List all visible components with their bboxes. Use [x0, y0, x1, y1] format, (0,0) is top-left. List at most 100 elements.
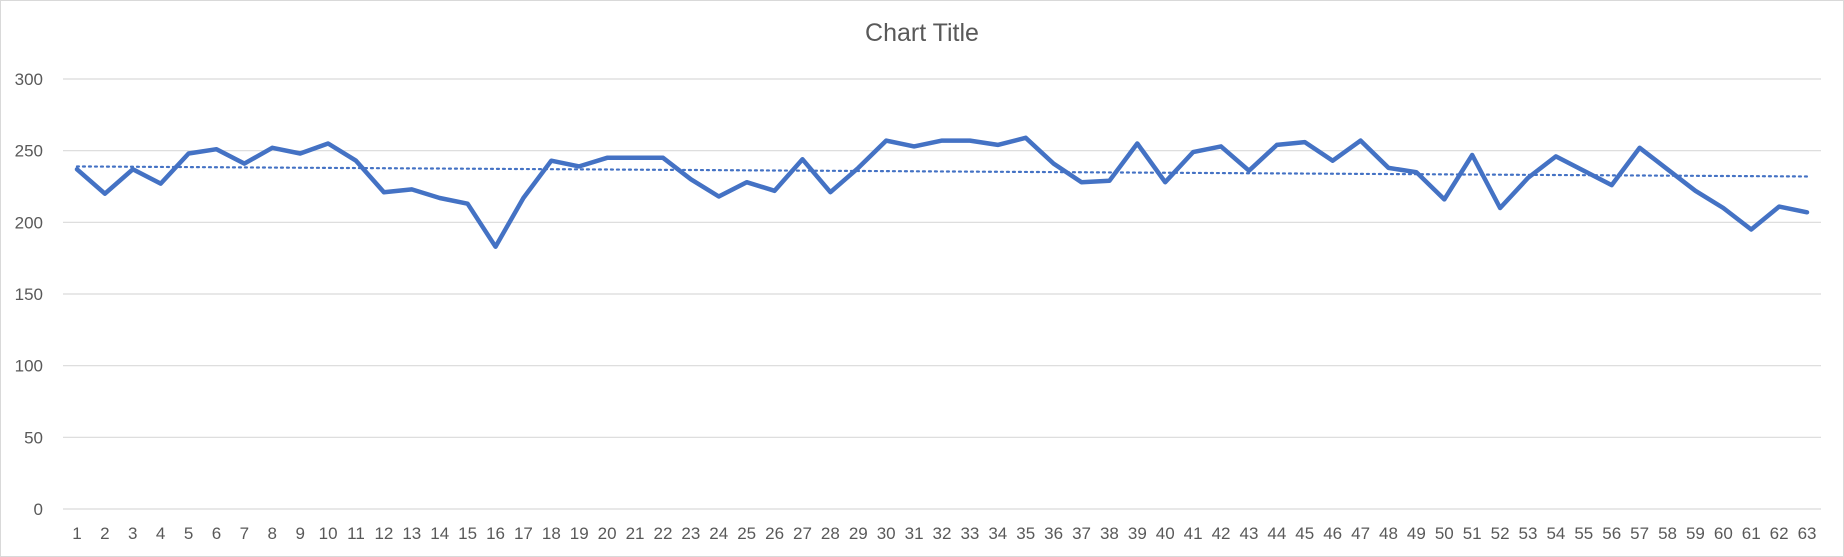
- data-point: [912, 144, 916, 148]
- x-tick-label: 44: [1267, 524, 1286, 543]
- x-tick-label: 43: [1239, 524, 1258, 543]
- x-tick-label: 50: [1435, 524, 1454, 543]
- x-tick-label: 41: [1184, 524, 1203, 543]
- data-point: [1303, 140, 1307, 144]
- data-point: [884, 139, 888, 143]
- data-point: [1191, 150, 1195, 154]
- data-point: [1219, 144, 1223, 148]
- x-tick-label: 20: [598, 524, 617, 543]
- data-point: [1721, 206, 1725, 210]
- y-tick-label: 250: [15, 142, 43, 161]
- data-point: [940, 139, 944, 143]
- x-tick-label: 13: [402, 524, 421, 543]
- x-tick-label: 18: [542, 524, 561, 543]
- x-tick-label: 27: [793, 524, 812, 543]
- x-tick-label: 57: [1630, 524, 1649, 543]
- x-tick-label: 32: [933, 524, 952, 543]
- x-tick-label: 47: [1351, 524, 1370, 543]
- x-tick-label: 3: [128, 524, 137, 543]
- x-tick-label: 49: [1407, 524, 1426, 543]
- x-tick-label: 39: [1128, 524, 1147, 543]
- x-tick-label: 63: [1798, 524, 1817, 543]
- data-point: [1749, 228, 1753, 232]
- y-tick-label: 200: [15, 213, 43, 232]
- x-tick-label: 35: [1016, 524, 1035, 543]
- trendline: [75, 165, 1809, 178]
- data-point: [633, 156, 637, 160]
- data-point: [605, 156, 609, 160]
- x-tick-label: 11: [347, 524, 365, 543]
- x-tick-label: 5: [184, 524, 193, 543]
- data-point: [494, 245, 498, 249]
- x-tick-label: 56: [1602, 524, 1621, 543]
- data-point: [187, 152, 191, 156]
- data-point: [1331, 159, 1335, 163]
- data-point: [800, 157, 804, 161]
- x-tick-label: 40: [1156, 524, 1175, 543]
- data-point: [1247, 169, 1251, 173]
- x-tick-label: 48: [1379, 524, 1398, 543]
- data-point: [270, 146, 274, 150]
- data-point: [745, 180, 749, 184]
- data-point: [1359, 139, 1363, 143]
- x-tick-label: 25: [737, 524, 756, 543]
- data-point: [131, 167, 135, 171]
- x-tick-label: 1: [72, 524, 81, 543]
- data-point: [828, 190, 832, 194]
- data-point: [1442, 197, 1446, 201]
- data-point: [1666, 167, 1670, 171]
- x-tick-label: 4: [156, 524, 165, 543]
- data-point: [466, 202, 470, 206]
- x-tick-label: 24: [709, 524, 728, 543]
- data-point: [1080, 180, 1084, 184]
- x-tick-label: 62: [1770, 524, 1789, 543]
- x-tick-label: 46: [1323, 524, 1342, 543]
- data-point: [996, 143, 1000, 147]
- x-tick-label: 12: [374, 524, 393, 543]
- data-point: [103, 192, 107, 196]
- x-tick-label: 9: [295, 524, 304, 543]
- data-point: [242, 162, 246, 166]
- x-tick-label: 37: [1072, 524, 1091, 543]
- data-point: [689, 177, 693, 181]
- y-tick-label: 150: [15, 285, 43, 304]
- data-point: [159, 182, 163, 186]
- data-point: [1693, 189, 1697, 193]
- x-tick-label: 8: [268, 524, 277, 543]
- data-point: [214, 147, 218, 151]
- x-tick-label: 7: [240, 524, 249, 543]
- data-point: [326, 142, 330, 146]
- data-point: [1805, 210, 1809, 214]
- data-point: [1163, 180, 1167, 184]
- x-tick-label: 38: [1100, 524, 1119, 543]
- data-point: [1526, 176, 1530, 180]
- x-tick-label: 53: [1519, 524, 1538, 543]
- x-tick-label: 42: [1212, 524, 1231, 543]
- data-point: [1052, 162, 1056, 166]
- x-tick-label: 29: [849, 524, 868, 543]
- x-tick-label: 34: [988, 524, 1007, 543]
- data-point: [1275, 143, 1279, 147]
- x-tick-label: 30: [877, 524, 896, 543]
- data-point: [1582, 169, 1586, 173]
- data-point: [773, 189, 777, 193]
- x-tick-label: 15: [458, 524, 477, 543]
- x-tick-label: 22: [653, 524, 672, 543]
- data-point: [1638, 146, 1642, 150]
- x-tick-label: 58: [1658, 524, 1677, 543]
- x-tick-label: 36: [1044, 524, 1063, 543]
- data-point: [1024, 136, 1028, 140]
- data-point: [1107, 179, 1111, 183]
- data-point: [298, 152, 302, 156]
- data-point: [1414, 170, 1418, 174]
- x-tick-label: 16: [486, 524, 505, 543]
- data-point: [577, 164, 581, 168]
- x-tick-label: 52: [1491, 524, 1510, 543]
- series-line: [74, 135, 1810, 249]
- x-tick-label: 51: [1463, 524, 1482, 543]
- chart-title: Chart Title: [865, 19, 979, 47]
- y-tick-label: 100: [15, 357, 43, 376]
- data-point: [1386, 166, 1390, 170]
- data-point: [382, 190, 386, 194]
